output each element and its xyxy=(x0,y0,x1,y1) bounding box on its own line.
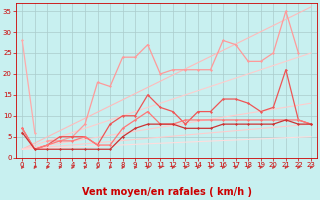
X-axis label: Vent moyen/en rafales ( km/h ): Vent moyen/en rafales ( km/h ) xyxy=(82,187,252,197)
